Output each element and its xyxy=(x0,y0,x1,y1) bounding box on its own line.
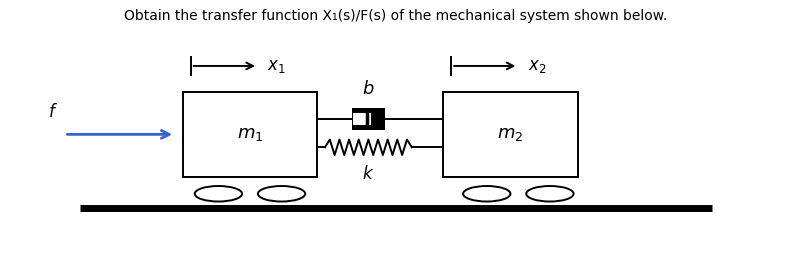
Bar xyxy=(444,92,577,177)
Text: $m_2$: $m_2$ xyxy=(497,125,524,143)
Circle shape xyxy=(463,186,510,201)
Text: $m_1$: $m_1$ xyxy=(237,125,263,143)
Text: Obtain the transfer function X₁(s)/F(s) of the mechanical system shown below.: Obtain the transfer function X₁(s)/F(s) … xyxy=(124,9,668,23)
Circle shape xyxy=(195,186,242,201)
Bar xyxy=(183,92,317,177)
Bar xyxy=(352,108,385,130)
Bar xyxy=(353,113,371,125)
Text: $b$: $b$ xyxy=(362,80,375,98)
Text: $x_2$: $x_2$ xyxy=(527,57,546,75)
Text: $f$: $f$ xyxy=(48,103,58,121)
Text: $x_1$: $x_1$ xyxy=(268,57,286,75)
Circle shape xyxy=(526,186,573,201)
Text: $k$: $k$ xyxy=(362,165,375,183)
Circle shape xyxy=(258,186,305,201)
